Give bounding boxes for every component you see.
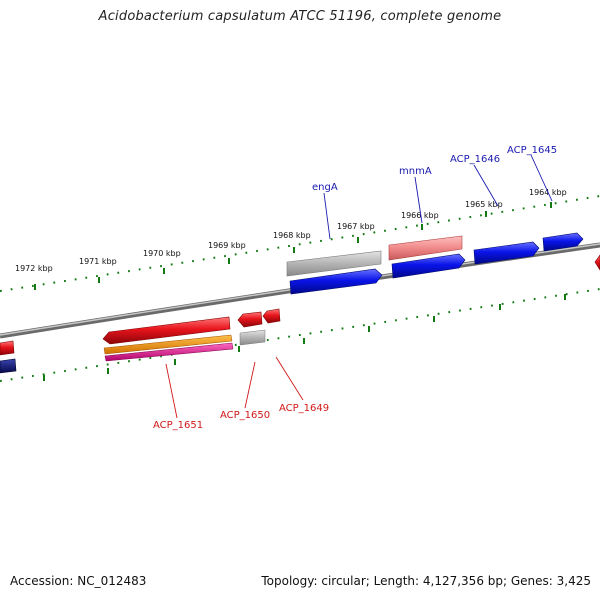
- gene-label-acp-1645[interactable]: ACP_1645: [507, 145, 557, 156]
- scale-ring-inner: [0, 288, 600, 382]
- scale-ring-outer: [0, 195, 600, 292]
- top-label-leaders: [323, 154, 553, 240]
- gene-feature[interactable]: [262, 308, 281, 324]
- gene-feature[interactable]: [102, 316, 231, 345]
- rna-feature[interactable]: [388, 235, 463, 261]
- gene-feature[interactable]: [542, 232, 584, 252]
- gene-feature[interactable]: [391, 253, 466, 279]
- gene-label-acp-1650[interactable]: ACP_1650: [220, 410, 270, 421]
- gene-feature[interactable]: [473, 241, 540, 265]
- tick-label: 1966 kbp: [401, 211, 439, 220]
- tick-label: 1970 kbp: [143, 249, 181, 258]
- tick-label: 1967 kbp: [337, 222, 375, 231]
- gene-label-acp-1646[interactable]: ACP_1646: [450, 154, 500, 165]
- gene-feature[interactable]: [594, 254, 600, 271]
- tick-label: 1972 kbp: [15, 264, 53, 273]
- gene-label-acp-1651[interactable]: ACP_1651: [153, 420, 203, 431]
- gene-feature[interactable]: [289, 268, 383, 295]
- gene-feature[interactable]: [0, 358, 17, 374]
- pseudo-feature[interactable]: [239, 329, 266, 346]
- gene-feature[interactable]: [0, 340, 15, 356]
- gene-feature[interactable]: [103, 334, 233, 355]
- genome-title: Acidobacterium capsulatum ATCC 51196, co…: [98, 9, 502, 24]
- gene-label-enga[interactable]: engA: [312, 182, 338, 193]
- gene-feature[interactable]: [237, 311, 263, 328]
- upper-major-ticks: [34, 202, 552, 290]
- gene-label-mnma[interactable]: mnmA: [399, 166, 432, 177]
- tick-label: 1965 kbp: [465, 200, 503, 209]
- gene-feature[interactable]: [286, 250, 382, 277]
- tick-label: 1968 kbp: [273, 231, 311, 240]
- gene-feature[interactable]: [104, 342, 234, 362]
- tick-label: 1969 kbp: [208, 241, 246, 250]
- topology-text: Topology: circular; Length: 4,127,356 bp…: [261, 574, 591, 588]
- accession-text: Accession: NC_012483: [10, 574, 147, 588]
- tick-label: 1971 kbp: [79, 257, 117, 266]
- gene-label-acp-1649[interactable]: ACP_1649: [279, 403, 329, 414]
- bottom-label-leaders: [165, 356, 304, 419]
- lower-major-ticks: [43, 294, 566, 381]
